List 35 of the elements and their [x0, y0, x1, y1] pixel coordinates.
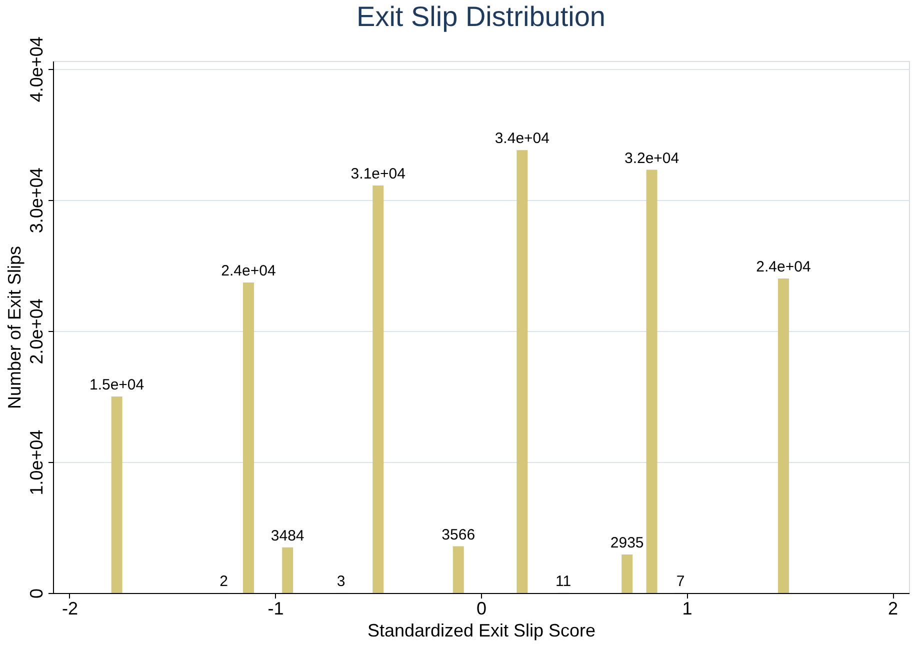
bar — [516, 150, 528, 593]
data-label: 2.4e+04 — [756, 258, 811, 276]
data-label: 3484 — [270, 527, 304, 544]
data-label: 3.1e+04 — [350, 165, 406, 182]
data-label: 3566 — [442, 526, 476, 544]
bar — [242, 282, 254, 593]
x-tick-label: 1 — [682, 598, 692, 618]
y-tick-label: 1.0e+04 — [26, 430, 46, 496]
x-tick-label: -2 — [62, 598, 78, 618]
data-label: 3.2e+04 — [624, 150, 680, 167]
bar — [282, 547, 294, 593]
y-tick-label: 4.0e+04 — [26, 36, 46, 102]
y-tick-label: 3.0e+04 — [26, 168, 46, 234]
bar — [778, 278, 789, 593]
y-tick-label: 0 — [26, 588, 46, 599]
data-label: 2.4e+04 — [221, 262, 276, 280]
data-label: 3 — [336, 572, 346, 590]
bar — [111, 396, 122, 593]
chart-title: Exit Slip Distribution — [356, 1, 606, 32]
y-tick-label: 2.0e+04 — [26, 298, 46, 364]
data-label: 11 — [556, 572, 572, 590]
bar — [646, 170, 658, 593]
bar — [372, 185, 384, 593]
bar — [452, 546, 464, 593]
data-label: 7 — [676, 572, 685, 590]
data-label: 1.5e+04 — [89, 376, 144, 394]
y-axis-title: Number of Exit Slips — [4, 246, 24, 410]
x-tick-label: 0 — [476, 598, 487, 618]
bar — [622, 554, 633, 593]
data-label: 2935 — [610, 534, 644, 552]
x-tick-label: -1 — [268, 598, 284, 618]
x-tick-label: 2 — [888, 598, 898, 618]
x-axis-title: Standardized Exit Slip Score — [367, 620, 596, 640]
data-label: 3.4e+04 — [494, 130, 550, 148]
data-label: 2 — [220, 572, 228, 590]
